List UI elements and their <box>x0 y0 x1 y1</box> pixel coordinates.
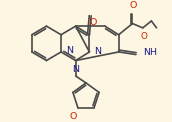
Text: N: N <box>66 46 73 55</box>
Text: O: O <box>140 32 147 41</box>
Text: O: O <box>69 112 76 121</box>
Text: O: O <box>130 1 137 10</box>
Text: NH: NH <box>143 48 157 57</box>
Text: O: O <box>89 18 96 27</box>
Text: N: N <box>95 47 102 56</box>
Text: N: N <box>72 65 79 74</box>
